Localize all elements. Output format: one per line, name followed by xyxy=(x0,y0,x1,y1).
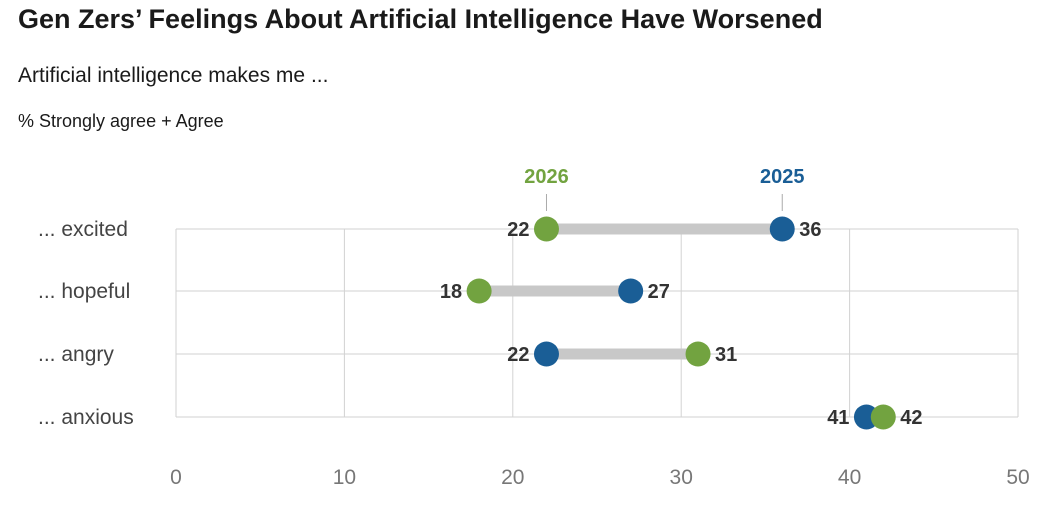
x-tick-label-5: 50 xyxy=(1006,466,1029,489)
chart-title: Gen Zers’ Feelings About Artificial Inte… xyxy=(18,4,823,34)
x-tick-label-3: 30 xyxy=(670,466,693,489)
dot-2025-2 xyxy=(533,341,559,367)
value-label-high-0: 36 xyxy=(799,219,821,241)
legend-label-2026: 2026 xyxy=(524,166,569,188)
dot-2025-1 xyxy=(618,278,644,304)
value-label-low-1: 18 xyxy=(440,281,462,303)
dots xyxy=(466,216,896,430)
dot-2026-1 xyxy=(466,278,492,304)
category-label-2: ... angry xyxy=(38,343,114,366)
dot-2026-2 xyxy=(685,341,711,367)
x-tick-label-2: 20 xyxy=(501,466,524,489)
value-labels: 22 36 18 27 22 31 41 42 xyxy=(440,219,923,429)
value-label-low-2: 22 xyxy=(507,344,529,366)
x-tick-label-1: 10 xyxy=(333,466,356,489)
grid xyxy=(175,228,1019,418)
value-label-high-3: 42 xyxy=(900,407,922,429)
category-label-0: ... excited xyxy=(38,218,128,241)
category-label-1: ... hopeful xyxy=(38,280,130,303)
chart-subtitle: Artificial intelligence makes me ... xyxy=(18,64,329,87)
legend-label-2025: 2025 xyxy=(760,166,805,188)
x-tick-label-4: 40 xyxy=(838,466,861,489)
category-label-3: ... anxious xyxy=(38,406,134,429)
value-label-high-1: 27 xyxy=(648,281,670,303)
value-label-low-3: 41 xyxy=(827,407,849,429)
category-labels: ... excited ... hopeful ... angry ... anxio… xyxy=(38,218,134,429)
legend: 2026 2025 xyxy=(524,166,804,211)
measure-note: % Strongly agree + Agree xyxy=(18,111,224,131)
dot-2026-3 xyxy=(870,404,896,430)
tick-labels: 0 10 20 30 40 50 xyxy=(170,466,1030,489)
value-label-high-2: 31 xyxy=(715,344,737,366)
x-tick-label-0: 0 xyxy=(170,466,182,489)
dot-2026-0 xyxy=(533,216,559,242)
dot-2025-0 xyxy=(769,216,795,242)
value-label-low-0: 22 xyxy=(507,219,529,241)
